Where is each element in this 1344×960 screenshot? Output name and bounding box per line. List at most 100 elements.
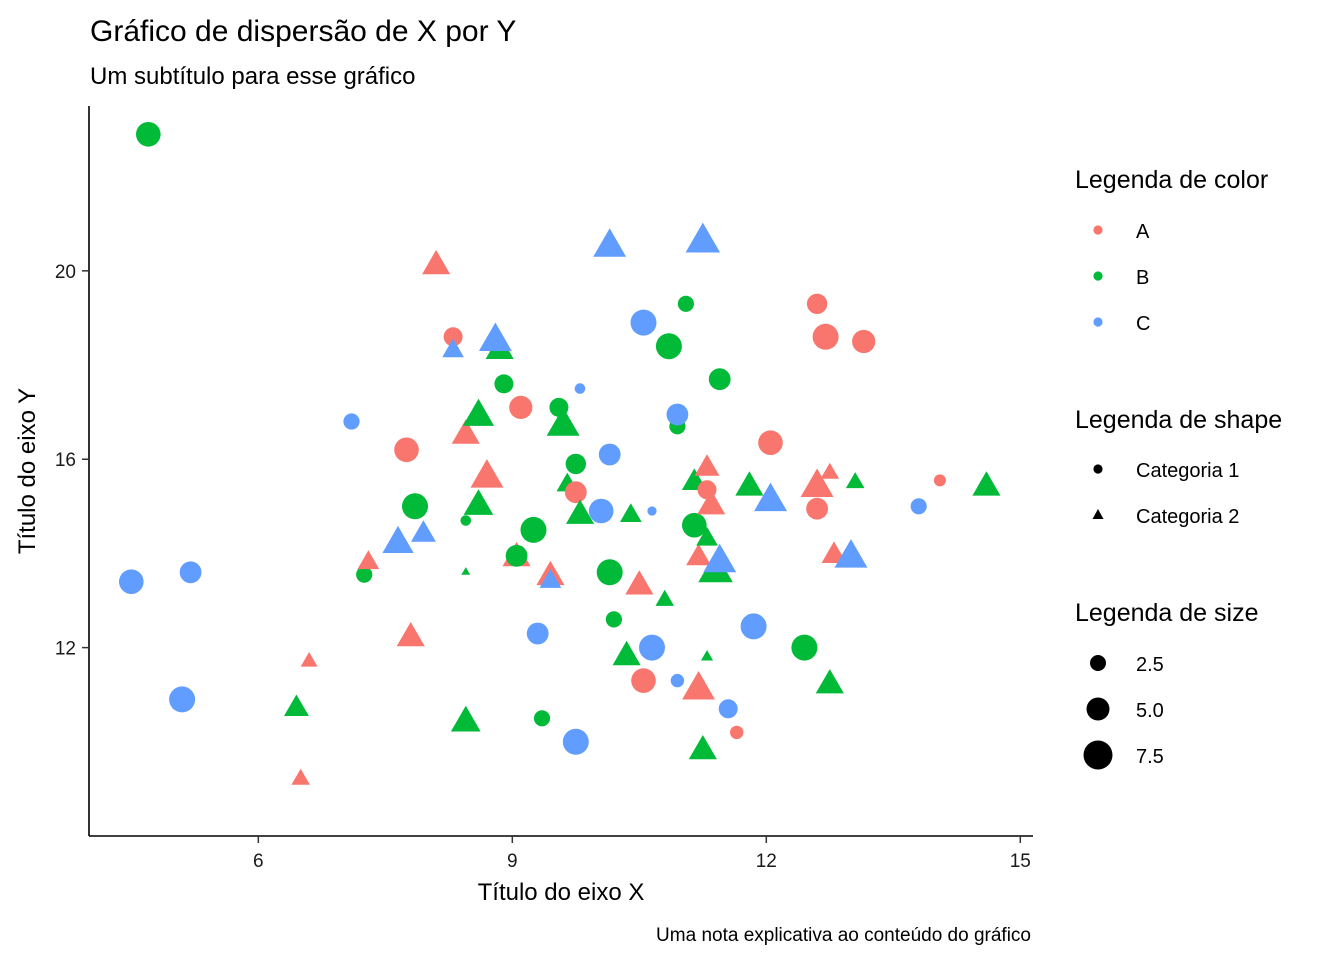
data-point bbox=[677, 295, 695, 312]
legend-size-title: Legenda de size bbox=[1075, 599, 1258, 627]
data-point bbox=[119, 569, 144, 594]
data-point bbox=[685, 222, 721, 253]
x-tick-label: 9 bbox=[507, 851, 518, 872]
y-tick-label: 12 bbox=[55, 639, 76, 660]
points-layer bbox=[119, 122, 1001, 785]
legend-key-a bbox=[1093, 225, 1103, 235]
chart-subtitle: Um subtítulo para esse gráfico bbox=[90, 63, 416, 90]
legend-shape-title: Legenda de shape bbox=[1075, 406, 1282, 434]
data-point bbox=[666, 403, 689, 426]
data-point bbox=[396, 622, 425, 647]
data-point bbox=[670, 673, 685, 688]
chart-title: Gráfico de dispersão de X por Y bbox=[90, 15, 516, 48]
data-point bbox=[394, 437, 419, 463]
legend: Legenda de color A B C Legenda de shape … bbox=[1075, 166, 1282, 770]
data-point bbox=[593, 228, 627, 257]
legend-key-categoria-1 bbox=[1093, 464, 1103, 474]
legend-label-categoria-1: Categoria 1 bbox=[1136, 460, 1239, 482]
data-point bbox=[694, 454, 720, 476]
data-point bbox=[740, 613, 767, 640]
legend-key-categoria-2 bbox=[1092, 509, 1104, 519]
x-tick-label: 12 bbox=[756, 851, 777, 872]
legend-label-a: A bbox=[1136, 221, 1150, 243]
data-point bbox=[451, 419, 480, 444]
legend-color-title: Legenda de color bbox=[1075, 166, 1268, 194]
data-point bbox=[758, 430, 783, 456]
data-point bbox=[450, 705, 481, 732]
data-point bbox=[852, 329, 876, 354]
data-point bbox=[564, 481, 587, 504]
data-point bbox=[291, 768, 310, 785]
data-point bbox=[533, 710, 551, 727]
data-point bbox=[630, 309, 657, 336]
data-point bbox=[526, 622, 549, 645]
data-point bbox=[655, 589, 674, 606]
data-point bbox=[357, 550, 380, 570]
data-point bbox=[834, 539, 868, 568]
data-point bbox=[478, 322, 512, 351]
data-point bbox=[791, 634, 818, 661]
data-point bbox=[422, 249, 451, 275]
y-axis-title: Título do eixo Y bbox=[14, 388, 41, 554]
data-point bbox=[411, 520, 436, 542]
legend-key-size-2-5 bbox=[1090, 655, 1106, 671]
y-tick-label: 20 bbox=[55, 262, 76, 283]
data-point bbox=[136, 122, 161, 147]
data-point bbox=[598, 443, 621, 466]
legend-key-size-7-5 bbox=[1083, 740, 1113, 770]
data-point bbox=[806, 497, 828, 520]
data-point bbox=[596, 559, 623, 586]
data-point bbox=[566, 499, 595, 524]
legend-label-b: B bbox=[1136, 267, 1149, 289]
data-point bbox=[718, 699, 738, 719]
data-point bbox=[820, 462, 840, 479]
data-point bbox=[588, 498, 614, 524]
data-point bbox=[631, 668, 656, 693]
data-point bbox=[402, 493, 428, 520]
data-point bbox=[910, 498, 927, 515]
data-point bbox=[509, 395, 533, 419]
data-point bbox=[730, 725, 744, 740]
data-point bbox=[574, 383, 586, 394]
data-point bbox=[505, 544, 528, 567]
data-point bbox=[462, 398, 495, 426]
legend-key-b bbox=[1093, 271, 1103, 281]
data-point bbox=[463, 489, 494, 515]
data-point bbox=[494, 374, 514, 394]
data-point bbox=[539, 569, 562, 588]
data-point bbox=[655, 333, 682, 360]
data-point bbox=[460, 515, 472, 526]
data-point bbox=[343, 413, 360, 430]
data-point bbox=[754, 482, 787, 512]
data-point bbox=[470, 459, 504, 488]
data-point bbox=[620, 503, 642, 522]
data-point bbox=[565, 453, 586, 475]
data-point bbox=[701, 650, 714, 661]
data-point bbox=[972, 471, 1001, 496]
data-point bbox=[708, 368, 731, 391]
data-point bbox=[686, 543, 711, 566]
y-axis-ticks: 12 16 20 bbox=[55, 262, 89, 660]
data-point bbox=[356, 566, 373, 583]
legend-key-size-5-0 bbox=[1086, 697, 1110, 721]
legend-key-c bbox=[1093, 317, 1103, 327]
legend-label-c: C bbox=[1136, 313, 1150, 335]
data-point bbox=[821, 541, 847, 563]
data-point bbox=[735, 471, 764, 496]
data-point bbox=[520, 516, 547, 543]
data-point bbox=[647, 506, 657, 516]
legend-label-size-2-5: 2.5 bbox=[1136, 654, 1164, 676]
data-point bbox=[612, 640, 641, 666]
data-point bbox=[639, 634, 665, 661]
data-point bbox=[815, 669, 844, 694]
x-tick-label: 15 bbox=[1010, 851, 1031, 872]
data-point bbox=[682, 671, 715, 700]
data-point bbox=[562, 728, 589, 755]
data-point bbox=[682, 512, 707, 538]
data-point bbox=[696, 526, 718, 546]
data-point bbox=[443, 327, 463, 347]
y-tick-label: 16 bbox=[55, 450, 76, 471]
data-point bbox=[169, 686, 196, 713]
data-point bbox=[933, 474, 946, 487]
